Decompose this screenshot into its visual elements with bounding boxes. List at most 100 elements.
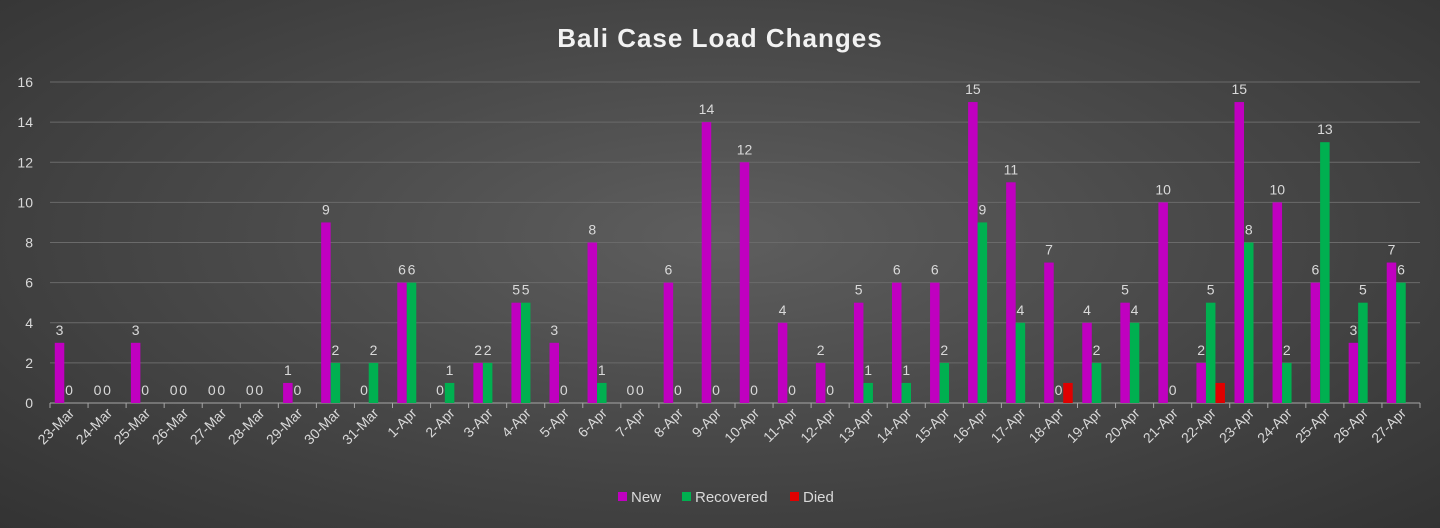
- data-label: 8: [588, 222, 596, 238]
- data-label: 10: [1270, 181, 1286, 197]
- bar-died: [1215, 382, 1225, 403]
- bar-recovered: [406, 282, 417, 403]
- y-tick-label: 8: [25, 235, 33, 251]
- chart-title: Bali Case Load Changes: [557, 23, 882, 53]
- bar-recovered: [1358, 302, 1368, 403]
- data-label: 1: [284, 362, 292, 378]
- data-label: 6: [665, 262, 673, 278]
- x-tick-label: 15-Apr: [911, 405, 952, 446]
- bar-recovered: [1320, 142, 1330, 403]
- data-label: 0: [626, 382, 634, 398]
- data-label: 14: [699, 101, 715, 117]
- data-label: 0: [560, 382, 568, 398]
- x-tick-label: 24-Apr: [1254, 405, 1295, 446]
- data-label: 4: [779, 302, 787, 318]
- bar-new: [511, 302, 521, 403]
- x-tick-label: 19-Apr: [1064, 405, 1105, 446]
- data-label: 0: [103, 382, 111, 398]
- data-label: 8: [1245, 222, 1253, 238]
- data-label: 2: [1283, 342, 1291, 358]
- bar-recovered: [1091, 362, 1102, 403]
- legend-swatch-died: [790, 492, 799, 501]
- data-label: 11: [1004, 161, 1019, 177]
- y-tick-label: 6: [25, 275, 33, 291]
- x-tick-label: 14-Apr: [873, 405, 914, 446]
- data-label: 0: [293, 382, 301, 398]
- bar-new: [930, 282, 940, 403]
- data-label: 0: [141, 382, 149, 398]
- data-label: 0: [436, 382, 444, 398]
- x-tick-label: 26-Mar: [149, 405, 192, 448]
- data-label: 0: [217, 382, 225, 398]
- bar-recovered: [444, 382, 455, 403]
- data-label: 12: [737, 141, 753, 157]
- bar-new: [587, 242, 598, 403]
- data-label: 6: [398, 262, 406, 278]
- bar-new: [1348, 342, 1359, 403]
- x-tick-label: 18-Apr: [1026, 405, 1067, 446]
- bar-recovered: [1282, 362, 1292, 403]
- bar-new: [1006, 182, 1016, 403]
- bar-new: [1310, 282, 1321, 403]
- bar-new: [1234, 102, 1244, 403]
- data-label: 0: [360, 382, 368, 398]
- data-label: 0: [636, 382, 644, 398]
- x-tick-label: 23-Mar: [34, 405, 77, 448]
- data-label: 5: [1121, 282, 1129, 298]
- bar-new: [130, 342, 141, 403]
- data-label: 0: [246, 382, 254, 398]
- y-tick-label: 10: [17, 194, 33, 210]
- x-tick-label: 9-Apr: [689, 405, 725, 441]
- data-label: 2: [1093, 342, 1101, 358]
- x-tick-label: 13-Apr: [835, 405, 876, 446]
- bar-new: [739, 162, 750, 403]
- data-label: 0: [788, 382, 796, 398]
- data-label: 3: [56, 322, 64, 338]
- y-tick-label: 4: [25, 315, 33, 331]
- y-tick-label: 12: [17, 154, 33, 170]
- y-axis-ticks: 0 2 4 6 8 10 12 14 16: [17, 74, 33, 411]
- bar-new: [473, 362, 483, 403]
- x-tick-label: 28-Mar: [225, 405, 268, 448]
- data-label: 0: [826, 382, 834, 398]
- x-tick-label: 23-Apr: [1216, 405, 1257, 446]
- legend: New Recovered Died: [618, 489, 834, 506]
- bar-new: [283, 382, 293, 403]
- legend-label-new: New: [631, 489, 661, 506]
- y-tick-label: 0: [25, 395, 33, 411]
- bar-new: [701, 122, 712, 403]
- bar-new: [968, 102, 978, 403]
- x-tick-label: 12-Apr: [797, 405, 838, 446]
- data-label: 13: [1317, 121, 1333, 137]
- data-label: 1: [864, 362, 872, 378]
- data-label: 2: [940, 342, 948, 358]
- bar-died: [1063, 382, 1073, 403]
- bar-recovered: [939, 362, 950, 403]
- bar-recovered: [1015, 322, 1026, 403]
- data-label: 7: [1045, 242, 1053, 258]
- data-label: 15: [1231, 81, 1247, 97]
- bar-recovered: [1396, 282, 1406, 403]
- data-label: 1: [446, 362, 454, 378]
- bar-recovered: [863, 382, 873, 403]
- legend-label-died: Died: [803, 489, 834, 506]
- x-tick-label: 16-Apr: [949, 405, 990, 446]
- data-label: 0: [208, 382, 216, 398]
- data-label: 6: [408, 262, 416, 278]
- x-tick-label: 25-Mar: [111, 405, 154, 448]
- x-tick-label: 31-Mar: [339, 405, 382, 448]
- x-tick-label: 22-Apr: [1178, 405, 1219, 446]
- bar-recovered: [482, 362, 493, 403]
- bar-recovered: [520, 302, 531, 403]
- x-tick-label: 8-Apr: [651, 405, 687, 441]
- x-tick-label: 7-Apr: [612, 405, 648, 441]
- x-tick-label: 21-Apr: [1140, 405, 1181, 446]
- bar-recovered: [1205, 302, 1216, 403]
- bar-recovered: [977, 222, 988, 403]
- legend-swatch-recovered: [682, 492, 691, 501]
- y-tick-label: 2: [25, 355, 33, 371]
- x-tick-label: 26-Apr: [1330, 405, 1371, 446]
- data-label: 6: [1397, 262, 1405, 278]
